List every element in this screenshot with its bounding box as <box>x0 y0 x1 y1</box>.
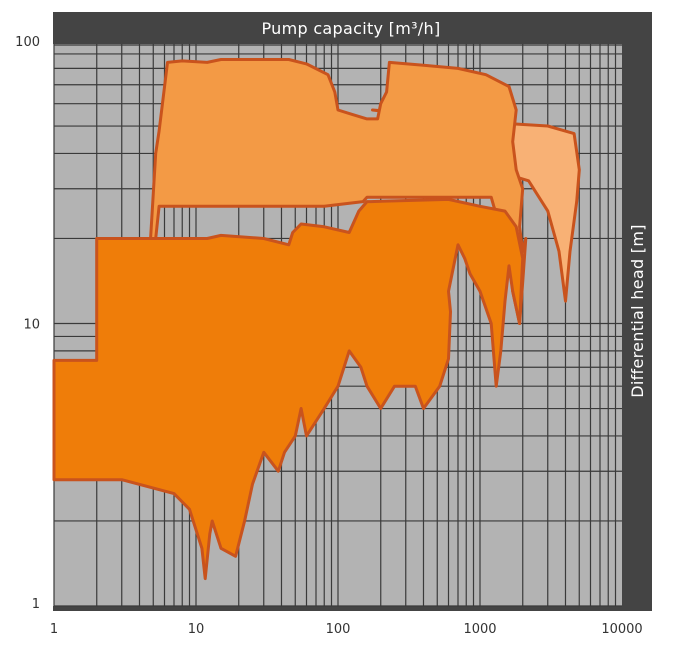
top-axis-band <box>53 12 652 44</box>
operating-region-3 <box>52 197 525 581</box>
x-tick-label: 1 <box>50 622 58 637</box>
axis-labels: Pump capacity [m³/h] Differential head [… <box>262 19 647 398</box>
bottom-axis-line <box>53 606 652 611</box>
operating-region-2 <box>146 58 528 325</box>
x-tick-label: 1000 <box>463 622 496 637</box>
y-tick-label: 1 <box>32 597 40 612</box>
x-axis-title: Pump capacity [m³/h] <box>262 19 441 38</box>
right-axis-band <box>622 12 652 611</box>
x-tick-label: 10 <box>188 622 205 637</box>
y-tick-label: 10 <box>23 318 40 333</box>
x-tick-label: 100 <box>326 622 351 637</box>
operating-regions <box>52 58 581 581</box>
y-axis-title: Differential head [m] <box>628 224 647 398</box>
tick-labels: 1 10 100 1000 10000 100 10 1 <box>15 35 643 637</box>
x-tick-label: 10000 <box>601 622 642 637</box>
y-tick-label: 100 <box>15 35 40 50</box>
